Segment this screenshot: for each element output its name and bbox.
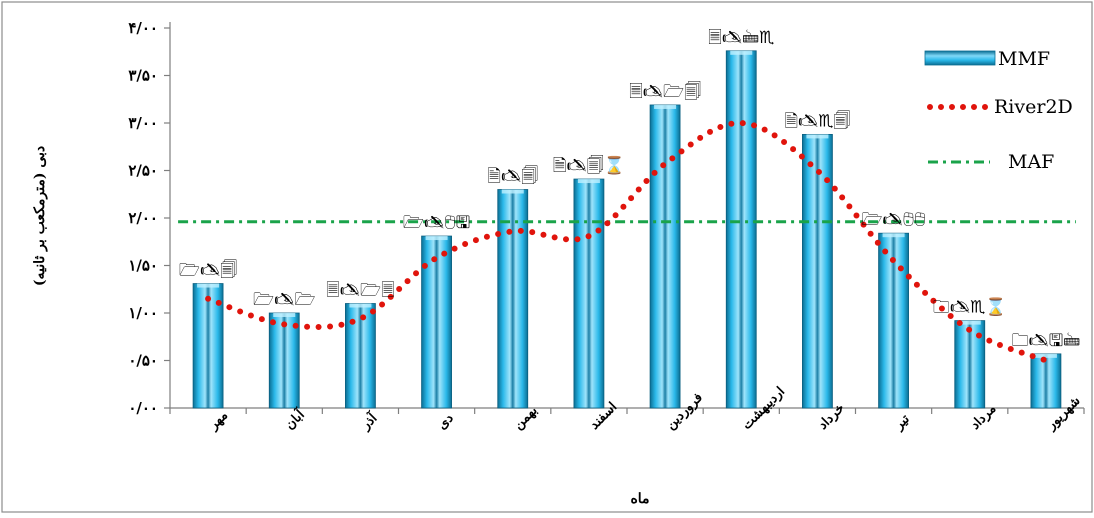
- x-axis-title: ماه: [630, 491, 649, 507]
- mmf-bar-body: [268, 312, 300, 409]
- y-tick-label: ۱/۵۰: [128, 257, 158, 275]
- mmf-bar-cap: [654, 104, 677, 109]
- mmf-bar-body: [573, 178, 605, 409]
- data-label: 🗏🖎🗁🗐: [629, 81, 701, 102]
- mmf-bar-cap: [730, 50, 753, 55]
- mmf-bar: [802, 133, 833, 409]
- data-label: 🗁🖎🗁: [253, 290, 315, 310]
- mmf-bar: [573, 178, 605, 409]
- mmf-bar-body: [725, 50, 757, 409]
- data-label: 🗎🖎🗐: [487, 166, 538, 187]
- mmf-bar: [497, 189, 529, 409]
- legend-swatch-mmf: [924, 50, 996, 66]
- mmf-bar: [421, 235, 452, 409]
- mmf-bar-cap: [425, 236, 448, 241]
- y-tick-label: ۰/۵۰: [128, 352, 158, 370]
- y-tick-label: ۰/۰۰: [128, 399, 158, 417]
- legend-entry-river2d: River2D: [927, 96, 1073, 118]
- data-label: 🗏🖎🗁🗏: [326, 281, 395, 301]
- legend: MMF River2D MAF: [924, 48, 1073, 173]
- mmf-bar-cap: [349, 303, 372, 308]
- y-axis: ۰/۰۰ ۰/۵۰ ۱/۰۰ ۱/۵۰ ۲/۰۰ ۲/۵۰ ۳/۰۰ ۳/۵۰ ۴/۰۰: [128, 19, 171, 417]
- data-labels: 🗁🖎🗐 🗁🖎🗁 🗏🖎🗁🗏 🗁🖎🖰🖫 🗎🖎🗐 🗎🖎🗐⌛ 🗏🖎🗁🗐 🗏🖎🖮♏ 🗎🖎♏🗐 🗁🖎🖰🖰 🗀🖎♏…: [179, 28, 1080, 351]
- mmf-bars: [192, 50, 1062, 409]
- data-label: 🗎🖎🗐⌛: [553, 155, 625, 176]
- data-label: 🗁🖎🗐: [179, 260, 237, 281]
- mmf-bar: [268, 312, 300, 409]
- data-label: 🗀🖎🖫🖮: [1012, 331, 1081, 351]
- mmf-bar: [725, 50, 757, 409]
- legend-entry-maf: MAF: [928, 151, 1054, 173]
- y-tick-label: ۱/۰۰: [128, 304, 158, 322]
- data-label: 🗁🖎🖰🖰: [861, 210, 925, 230]
- data-label: 🗁🖎🖰🖫: [403, 213, 470, 233]
- data-label: 🗎🖎♏🗐: [784, 110, 850, 131]
- y-tick-label: ۳/۵۰: [128, 67, 158, 85]
- mmf-bar-body: [345, 303, 376, 409]
- data-label: 🗏🖎🖮♏: [708, 28, 774, 48]
- mmf-bar-cap: [1034, 353, 1057, 358]
- mmf-bar-cap: [958, 320, 981, 325]
- y-tick-label: ۳/۰۰: [128, 114, 158, 132]
- x-axis: [169, 407, 1085, 414]
- mmf-bar-body: [497, 189, 529, 409]
- legend-label-maf: MAF: [1008, 151, 1054, 173]
- mmf-bar: [649, 104, 681, 409]
- mmf-bar-cap: [806, 134, 829, 139]
- legend-label-mmf: MMF: [998, 48, 1050, 70]
- y-tick-label: ۴/۰۰: [128, 19, 158, 37]
- mmf-bar-body: [802, 133, 833, 409]
- mmf-bar-cap: [577, 179, 600, 184]
- mmf-bar-body: [649, 104, 681, 409]
- mmf-bar-cap: [273, 313, 296, 317]
- mmf-bar-cap: [501, 189, 524, 194]
- mmf-bar-body: [1030, 353, 1062, 409]
- y-tick-label: ۲/۵۰: [128, 162, 158, 180]
- legend-label-river2d: River2D: [994, 96, 1073, 118]
- mmf-bar-cap: [882, 233, 905, 238]
- mmf-bar: [345, 303, 376, 409]
- legend-entry-mmf: MMF: [924, 48, 1050, 70]
- mmf-bar-body: [421, 235, 452, 409]
- data-label: 🗀🖎♏⌛: [933, 297, 1007, 318]
- mmf-bar-cap: [197, 283, 220, 288]
- y-axis-title: دبی (مترمکعب بر ثانیه): [32, 146, 48, 286]
- y-tick-label: ۲/۰۰: [128, 209, 158, 227]
- mmf-bar: [1030, 353, 1062, 409]
